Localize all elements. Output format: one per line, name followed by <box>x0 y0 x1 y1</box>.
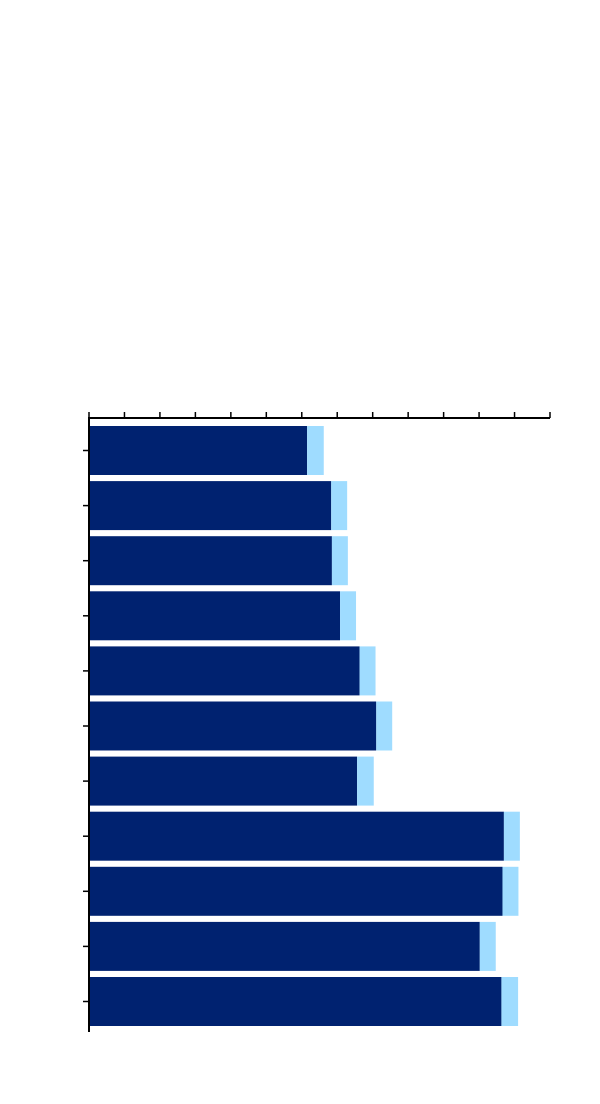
bar-series1-row9 <box>89 866 503 916</box>
bar-series1-row1 <box>89 426 308 475</box>
bar-series1-row4 <box>89 591 341 641</box>
bar-series2-row1 <box>307 426 324 475</box>
bar-series2-row2 <box>331 481 348 531</box>
bar-series2-row6 <box>376 701 393 751</box>
bar-series1-row6 <box>89 701 377 751</box>
bar-series2-row9 <box>502 866 519 916</box>
bar-series1-row2 <box>89 481 332 531</box>
bar-series1-row10 <box>89 921 480 971</box>
bar-series2-row11 <box>501 977 519 1026</box>
bars-group <box>89 426 520 1026</box>
bar-series1-row7 <box>89 756 358 806</box>
axes-group <box>83 412 551 1032</box>
bar-series1-row11 <box>89 977 502 1026</box>
bar-series2-row3 <box>331 536 348 586</box>
bar-series1-row5 <box>89 646 360 696</box>
bar-series2-row7 <box>357 756 374 806</box>
bar-series2-row5 <box>359 646 376 696</box>
bar-series1-row3 <box>89 536 332 586</box>
bar-series2-row4 <box>340 591 357 641</box>
bar-series2-row8 <box>503 811 520 861</box>
bar-series2-row10 <box>479 921 496 971</box>
bar-series1-row8 <box>89 811 504 861</box>
